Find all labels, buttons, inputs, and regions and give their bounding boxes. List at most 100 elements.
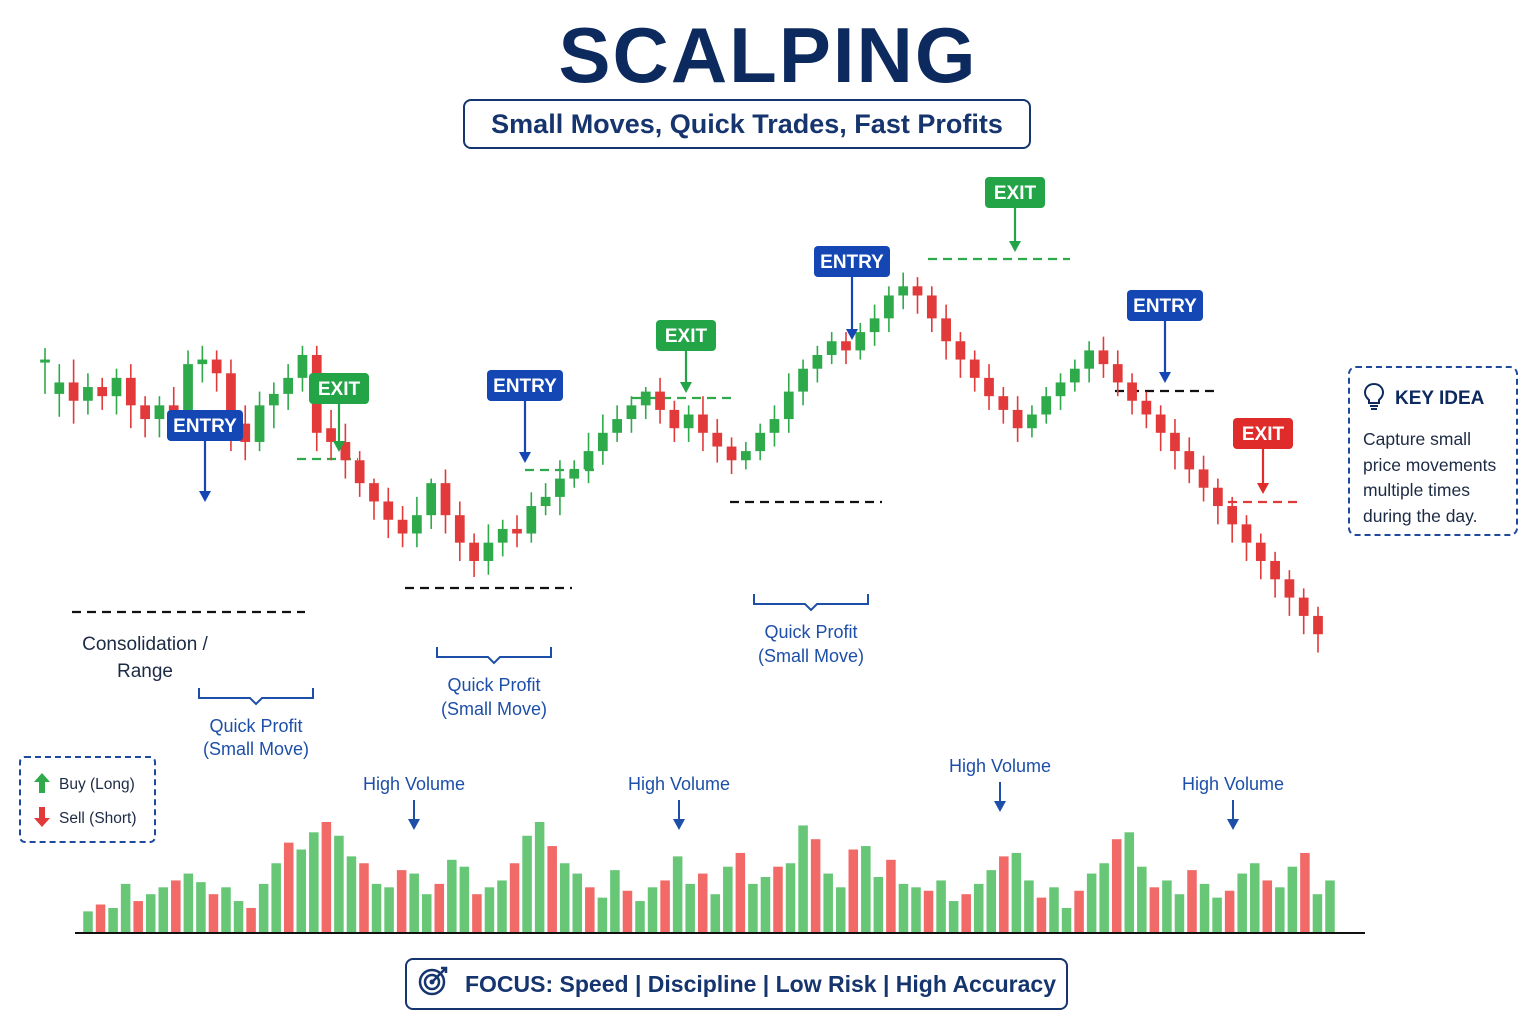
volume-bar [1275, 887, 1285, 932]
candle-body [741, 451, 751, 461]
candle-body [783, 391, 794, 420]
volume-bar [1300, 852, 1310, 932]
volume-bar [1036, 897, 1047, 932]
volume-bar [271, 863, 281, 932]
volume-bar [810, 839, 821, 932]
volume-bar [120, 883, 131, 932]
candle-body [526, 506, 537, 534]
candle-body [884, 295, 894, 319]
volume-bar [572, 873, 583, 932]
candle-body [1155, 414, 1166, 433]
entry-4-label: ENTRY [1133, 296, 1197, 317]
up-arrow-icon [33, 772, 51, 799]
exit-4-label: EXIT [1242, 424, 1285, 445]
volume-bar [1249, 863, 1260, 932]
exit-3-arrow-head [1009, 241, 1021, 252]
volume-bar [936, 880, 946, 932]
volume-bar [233, 901, 244, 932]
exit-3-badge [985, 177, 1045, 208]
candle-body [1098, 350, 1109, 365]
candle-body [1198, 469, 1209, 488]
candle-body [1255, 542, 1266, 561]
small-move-label-1: (Small Move) [203, 739, 309, 759]
candle-body [683, 414, 694, 429]
candle-body [40, 359, 50, 363]
volume-bar [1287, 866, 1298, 932]
volume-bar [861, 846, 871, 932]
candle-body [240, 423, 251, 442]
legend-buy-label: Buy (Long) [59, 776, 135, 793]
volume-bar [459, 866, 470, 932]
volume-bar [986, 870, 997, 932]
volume-bar [923, 890, 934, 932]
candle-body [569, 469, 580, 479]
candle-body [1313, 615, 1323, 635]
volume-bar [534, 822, 545, 932]
exit-4-arrow-head [1257, 483, 1269, 494]
subtitle-box: Small Moves, Quick Trades, Fast Profits [463, 99, 1031, 149]
volume-bar [911, 887, 921, 932]
exit-2-arrow-head [680, 382, 692, 393]
volume-bar [1162, 880, 1172, 932]
volume-bar [1262, 880, 1273, 932]
candle-body [1213, 487, 1223, 507]
volume-bar [283, 842, 294, 932]
candlesticks [40, 272, 1323, 653]
volume-bars [83, 822, 1335, 932]
volume-bar [208, 894, 219, 932]
exit-1-arrow-head [333, 441, 345, 452]
volume-bar [1224, 890, 1235, 932]
high-volume-3-arrow-head [994, 801, 1006, 812]
candle-body [698, 414, 708, 433]
entry-4-arrow-head [1159, 372, 1171, 383]
candle-body [340, 441, 351, 461]
candle-body [869, 318, 880, 333]
candle-body [583, 451, 594, 470]
volume-bar [246, 907, 256, 932]
high-volume-4-arrow-head [1227, 819, 1239, 830]
volume-bar [873, 877, 884, 932]
volume-bar [497, 880, 507, 932]
candle-body [140, 405, 150, 420]
entry-1-label: ENTRY [173, 416, 237, 437]
candle-body [669, 409, 680, 429]
volume-bar [83, 911, 93, 932]
candle-body [83, 387, 93, 401]
candle-body [54, 382, 65, 394]
volume-bar [597, 897, 608, 932]
high-volume-2-arrow-head [673, 819, 685, 830]
candle-body [512, 528, 522, 534]
candle-body [1069, 368, 1080, 383]
volume-bar [1011, 852, 1022, 932]
quick-profit-label-2: Quick Profit [447, 675, 540, 695]
volume-bar [999, 856, 1009, 932]
candle-body [755, 432, 766, 452]
candle-body [1170, 432, 1180, 452]
candle-body [483, 542, 494, 561]
high-volume-1-label: High Volume [363, 774, 465, 794]
candle-body [540, 496, 551, 507]
candle-body [655, 391, 665, 410]
entry-1-arrow-head [199, 491, 211, 502]
volume-bar [735, 852, 746, 932]
volume-bar [973, 883, 984, 932]
volume-bar [760, 877, 771, 932]
volume-bar [710, 894, 721, 932]
candle-body [855, 332, 866, 351]
candle-body [354, 460, 365, 484]
candle-body [369, 483, 379, 502]
volume-bar [258, 883, 269, 932]
volume-bar [1024, 880, 1034, 932]
lightbulb-icon [1363, 382, 1385, 415]
volume-bar [183, 873, 194, 932]
candle-body [1227, 506, 1238, 525]
entry-3-label: ENTRY [820, 252, 884, 273]
candle-body [898, 286, 909, 296]
volume-bar [723, 866, 733, 932]
volume-bar [145, 894, 156, 932]
volume-bar [384, 887, 394, 932]
volume-bar [359, 863, 369, 932]
volume-bar [296, 849, 307, 932]
candle-body [926, 295, 937, 319]
volume-bar [221, 887, 231, 932]
